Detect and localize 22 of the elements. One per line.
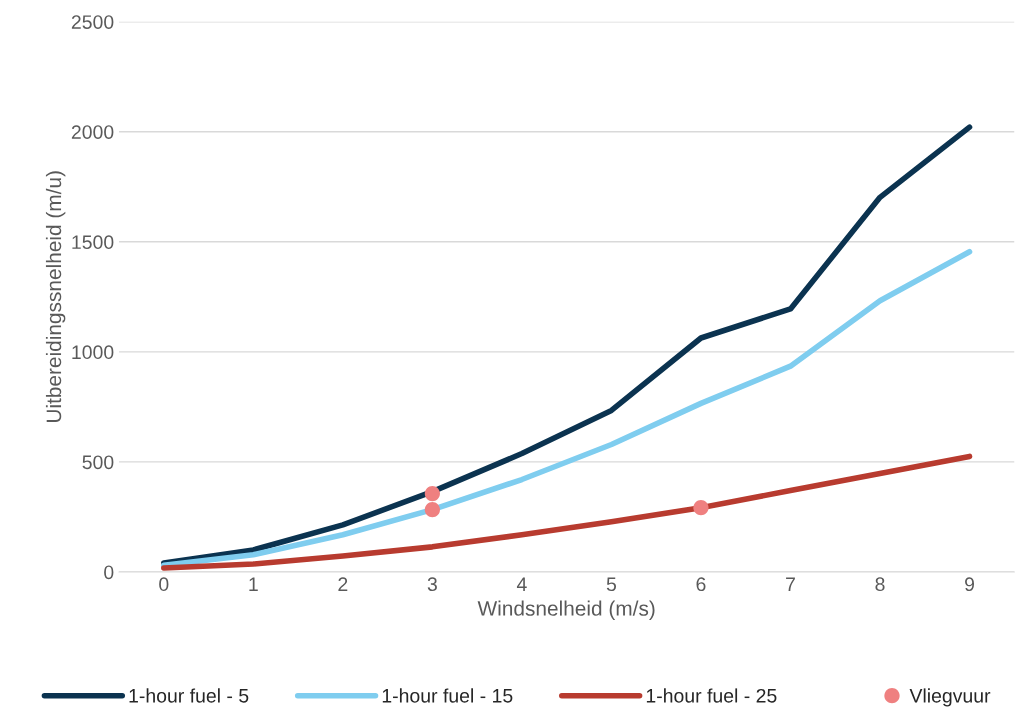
x-tick-label: 7 [786,577,795,591]
y-tick-label: 1000 [72,345,114,360]
x-tick-label: 1 [249,577,258,591]
x-tick-label: 3 [427,577,437,592]
y-tick-label: 500 [82,455,114,470]
x-tick-label: 0 [159,577,169,592]
y-tick-label: 0 [104,565,114,580]
x-axis-title: Windsnelheid (m/s) [477,600,655,620]
x-tick-label: 6 [696,577,706,592]
y-tick-label: 1500 [72,235,114,250]
legend-label: 1-hour fuel - 25 [646,688,777,703]
legend-label: 1-hour fuel - 15 [382,688,513,703]
y-tick-label: 2000 [71,125,114,139]
y-tick-label: 2500 [71,15,114,29]
legend-label: Vliegvuur [909,688,991,707]
x-tick-label: 2 [338,577,348,591]
x-tick-label: 5 [606,577,617,592]
x-tick-label: 4 [516,577,527,591]
legend-label: 1-hour fuel - 5 [129,688,249,703]
x-tick-label: 9 [965,577,975,592]
y-axis-title: Uitbereidingssnelheid (m/u) [45,171,66,423]
x-tick-label: 8 [875,577,885,592]
